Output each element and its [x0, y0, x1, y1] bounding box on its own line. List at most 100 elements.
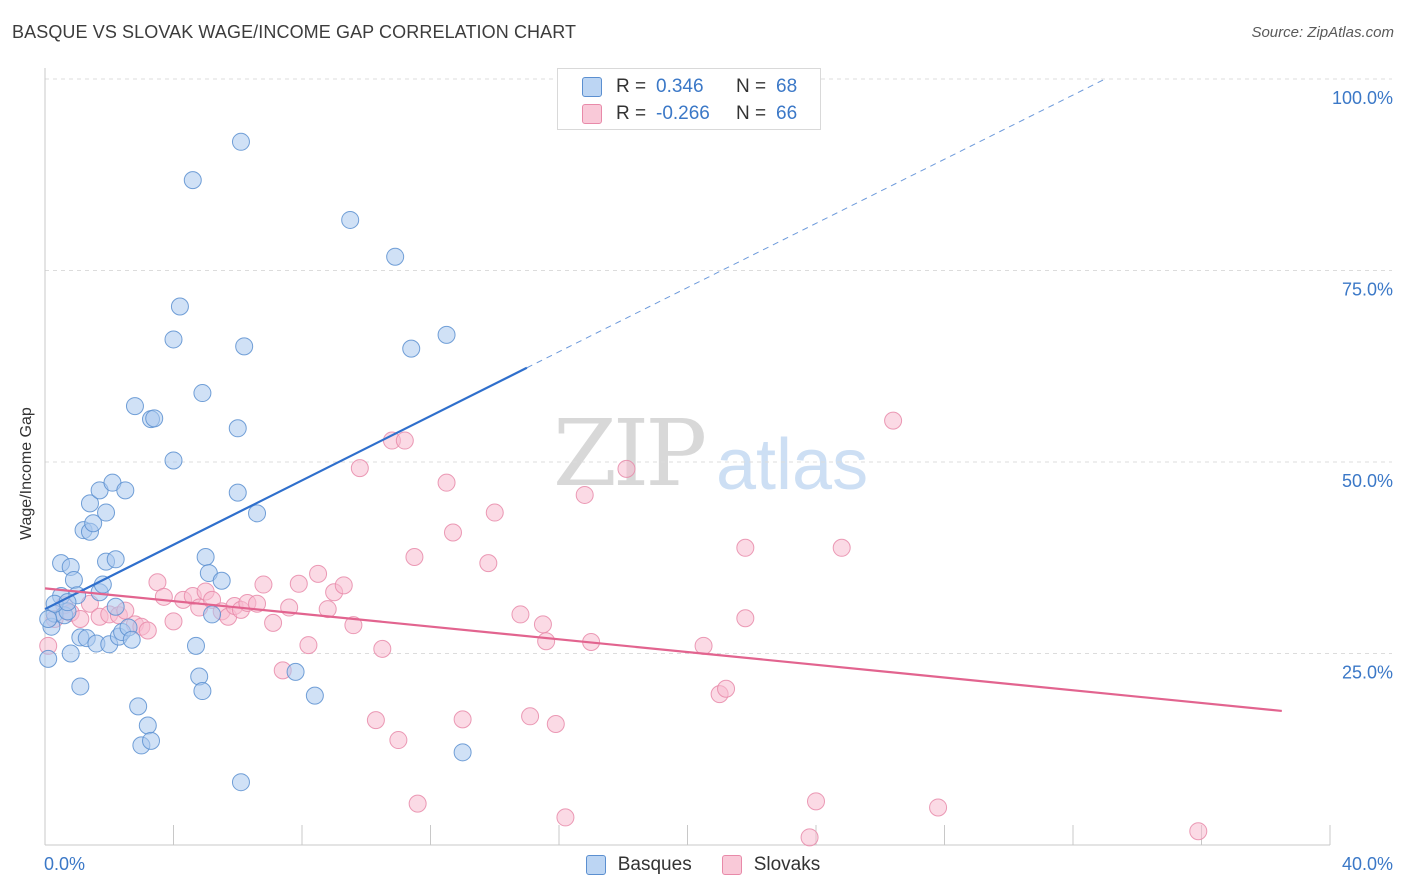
basques-point	[145, 409, 164, 428]
legend-row-basques: R = 0.346 N = 68	[582, 75, 797, 99]
basques-point	[106, 550, 125, 569]
slovaks-point	[395, 431, 414, 450]
basques-point	[129, 697, 148, 716]
slovaks-point	[537, 632, 556, 651]
y-tick-label: 50.0%	[1342, 471, 1393, 491]
basques-legend-swatch	[585, 855, 606, 875]
n-label: N =	[736, 76, 767, 97]
legend-item-basques[interactable]: Basques	[585, 854, 692, 876]
n-value: 68	[776, 76, 798, 97]
basques-point	[71, 677, 90, 696]
basques-point	[80, 494, 99, 513]
basques-point	[61, 644, 80, 663]
slovaks-point	[334, 576, 353, 595]
correlation-legend: R = 0.346 N = 68 R = -0.266 N = 66	[557, 68, 821, 130]
basques-point	[97, 503, 116, 522]
y-tick-label: 25.0%	[1342, 663, 1393, 683]
basques-point	[39, 610, 58, 629]
slovaks-point	[617, 459, 636, 478]
basques-point	[341, 210, 360, 229]
basques-point	[193, 682, 212, 701]
slovaks-point	[717, 679, 736, 698]
r-value: 0.346	[656, 76, 704, 97]
series-legend: Basques Slovaks	[0, 852, 1406, 878]
slovaks-point	[736, 538, 755, 557]
slovaks-point	[408, 794, 427, 813]
legend-label-basques: Basques	[617, 854, 692, 875]
basques-trend-extension	[526, 78, 1106, 369]
slovaks-point	[437, 473, 456, 492]
basques-point	[231, 132, 250, 151]
basques-trend-line	[44, 366, 528, 611]
basques-point	[248, 504, 267, 523]
basques-point	[39, 649, 58, 668]
legend-row-slovaks: R = -0.266 N = 66	[582, 102, 797, 126]
slovaks-point	[511, 605, 530, 624]
slovaks-point	[373, 639, 392, 658]
basques-point	[183, 171, 202, 190]
slovaks-point	[299, 636, 318, 655]
n-label: N =	[736, 103, 767, 124]
slovaks-point	[138, 621, 157, 640]
basques-point	[196, 547, 215, 566]
slovaks-point	[264, 613, 283, 632]
basques-point	[193, 384, 212, 403]
slovaks-point	[694, 636, 713, 655]
watermark-atlas: atlas	[716, 425, 869, 505]
basques-point	[437, 325, 456, 344]
slovaks-point	[929, 798, 948, 817]
slovaks-point	[556, 808, 575, 827]
slovaks-point	[800, 828, 819, 847]
basques-point	[190, 667, 209, 686]
r-label: R =	[616, 76, 647, 97]
source-label: Source: ZipAtlas.com	[1251, 24, 1394, 41]
slovaks-point	[521, 707, 540, 726]
basques-point	[402, 339, 421, 358]
basques-point	[164, 451, 183, 470]
basques-swatch	[582, 77, 602, 97]
chart-title: BASQUE VS SLOVAK WAGE/INCOME GAP CORRELA…	[12, 22, 577, 42]
slovaks-point	[254, 575, 273, 594]
y-axis-label: Wage/Income Gap	[18, 407, 35, 540]
slovaks-point	[453, 710, 472, 729]
slovaks-point	[350, 459, 369, 478]
slovaks-point	[485, 503, 504, 522]
slovaks-legend-swatch	[721, 855, 742, 875]
slovaks-point	[443, 523, 462, 542]
slovaks-point	[533, 615, 552, 634]
y-tick-label: 75.0%	[1342, 280, 1393, 300]
n-value: 66	[776, 103, 798, 124]
slovaks-point	[164, 612, 183, 631]
slovaks-point	[389, 731, 408, 750]
slovaks-point	[546, 714, 565, 733]
y-tick-label: 100.0%	[1332, 88, 1393, 108]
basques-point	[142, 731, 161, 750]
basques-point	[212, 571, 231, 590]
basques-point	[235, 337, 254, 356]
basques-point	[58, 593, 77, 612]
slovaks-point	[318, 600, 337, 619]
slovaks-point	[736, 609, 755, 628]
basques-point	[305, 686, 324, 705]
basques-point	[228, 419, 247, 438]
basques-point	[286, 662, 305, 681]
slovaks-point	[289, 574, 308, 593]
slovaks-point	[884, 411, 903, 430]
basques-point	[203, 605, 222, 624]
basques-point	[170, 297, 189, 316]
legend-item-slovaks[interactable]: Slovaks	[721, 854, 820, 876]
slovaks-point	[80, 594, 99, 613]
slovaks-point	[366, 711, 385, 730]
slovaks-point	[807, 792, 825, 811]
slovaks-point	[832, 538, 851, 557]
slovaks-point	[575, 485, 594, 504]
slovaks-point	[309, 564, 328, 583]
basques-point	[228, 483, 247, 502]
slovaks-swatch	[582, 104, 602, 124]
basques-point	[116, 481, 135, 500]
basques-point	[93, 575, 112, 594]
slovaks-point	[1189, 822, 1208, 841]
r-label: R =	[616, 103, 647, 124]
slovaks-point	[479, 554, 498, 573]
